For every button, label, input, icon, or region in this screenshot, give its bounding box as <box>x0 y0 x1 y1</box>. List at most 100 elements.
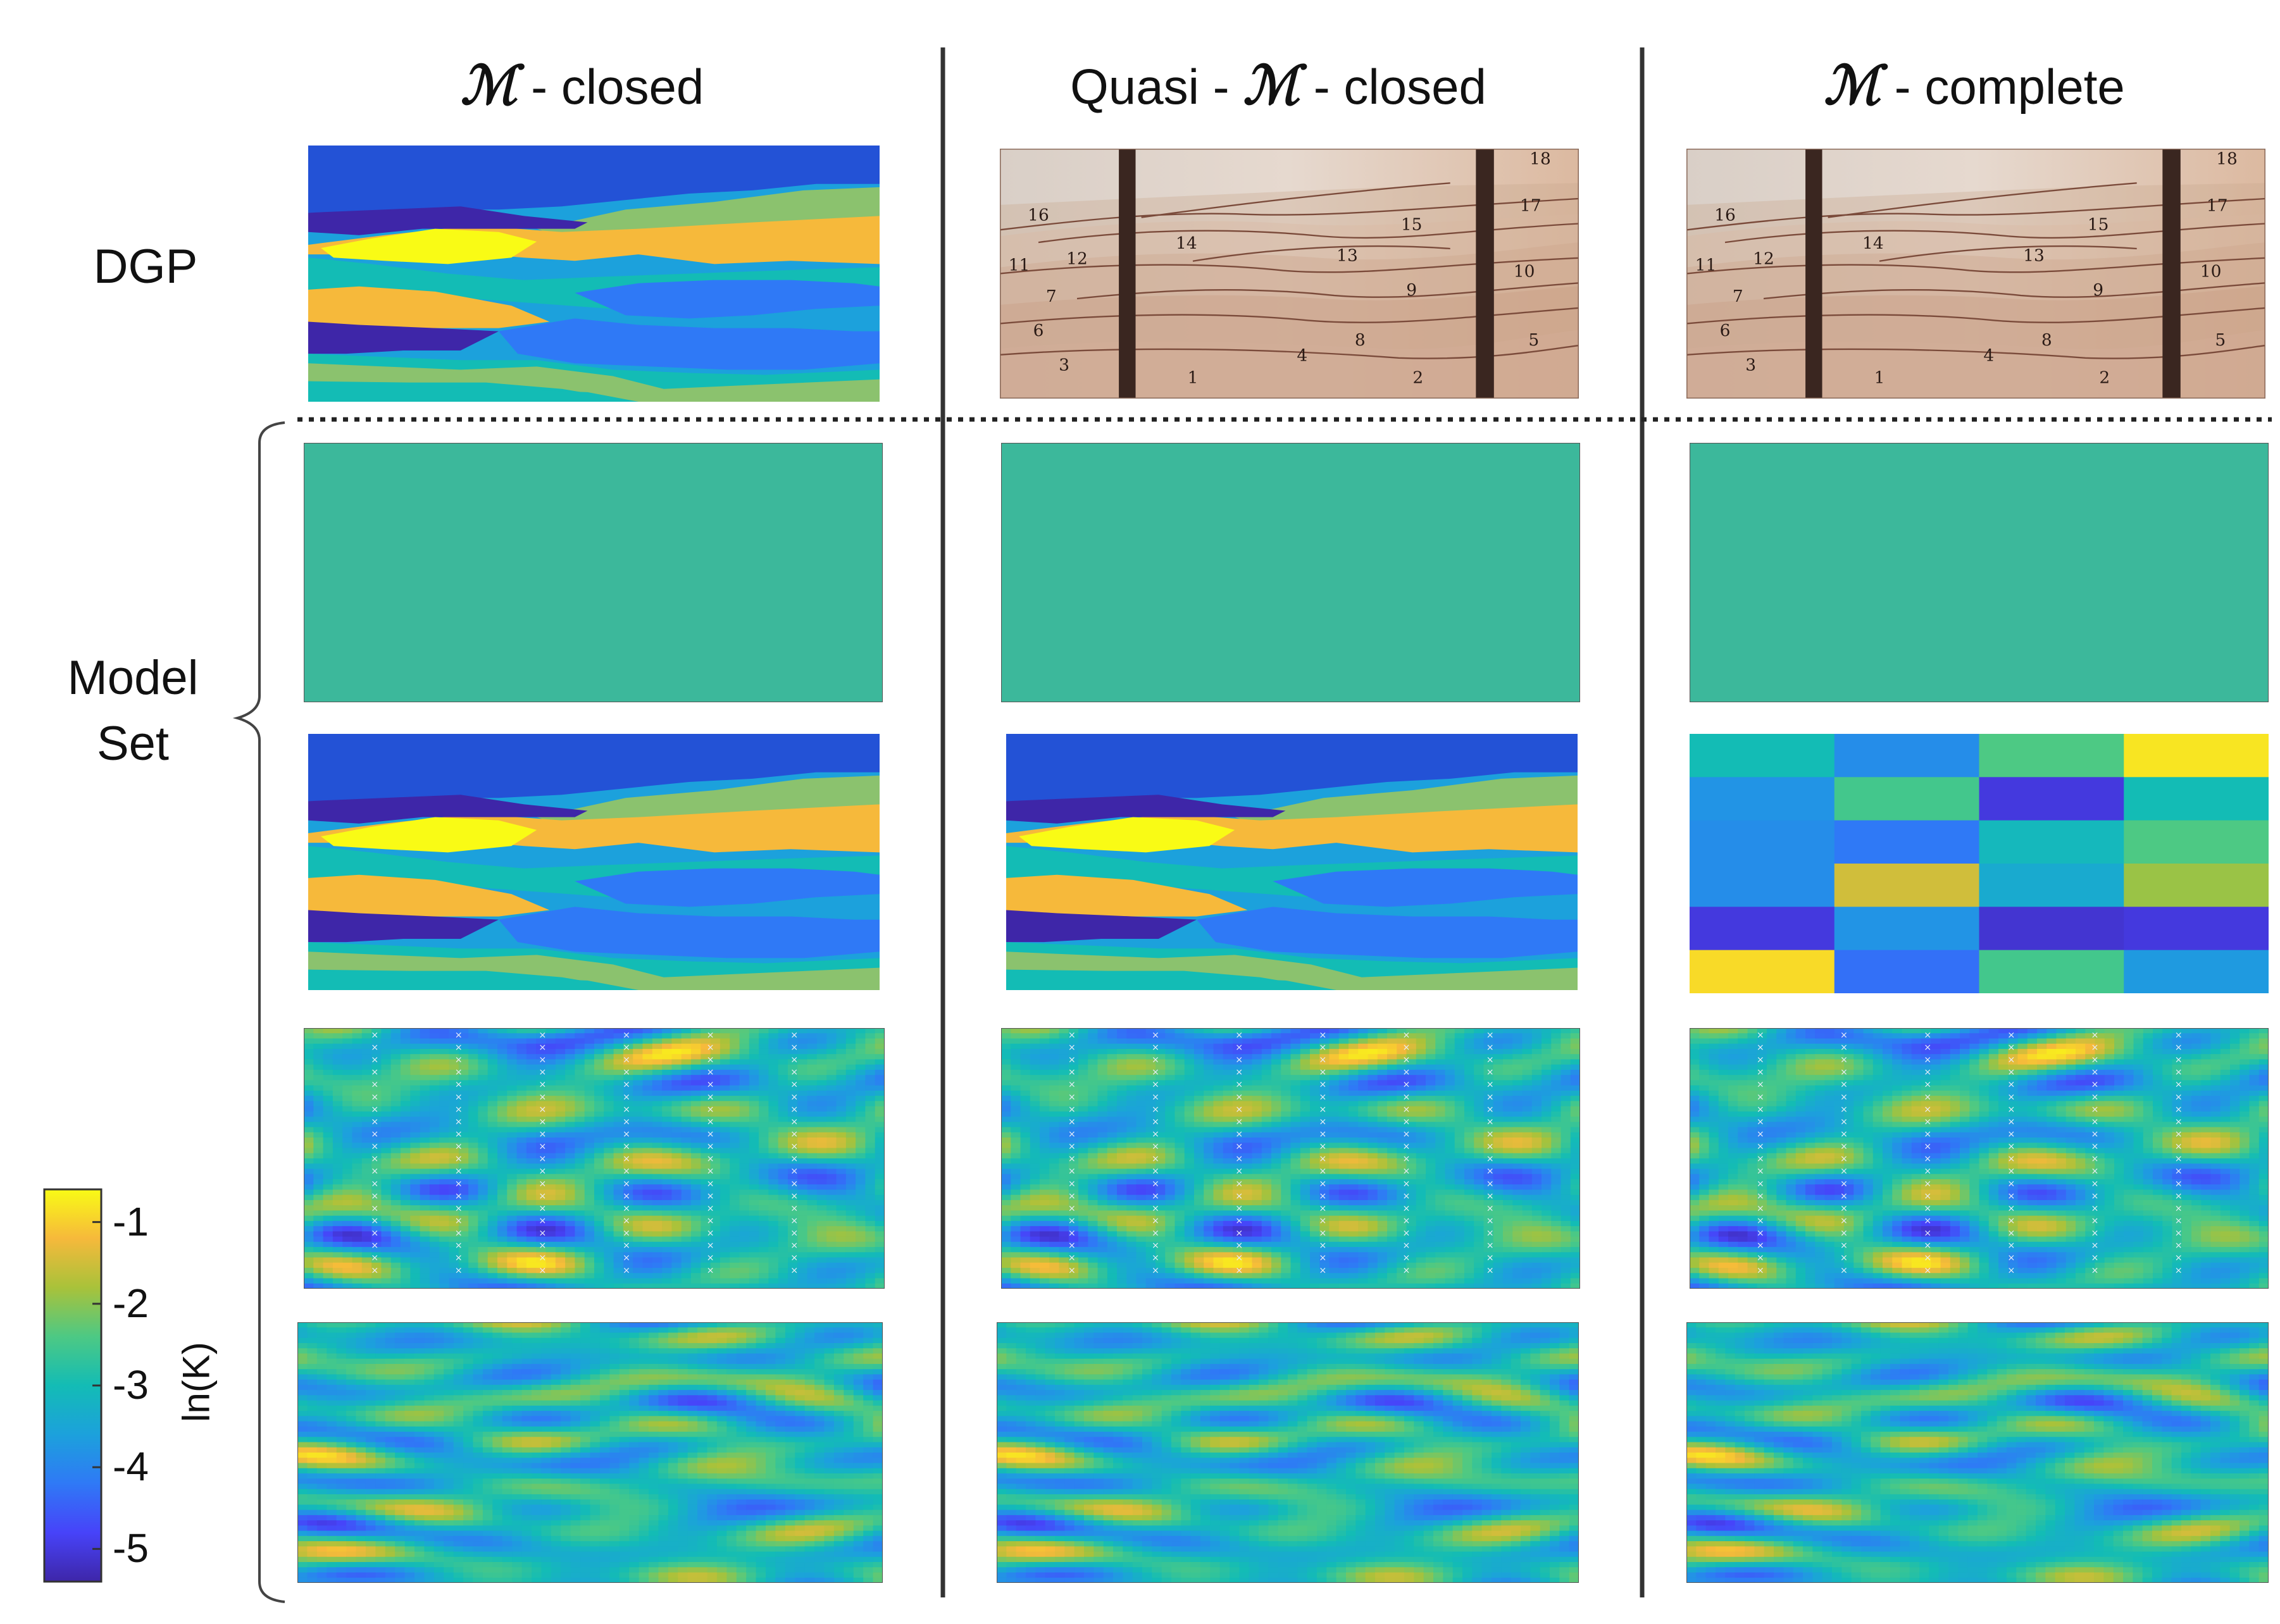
field-cell <box>1184 1111 1195 1117</box>
field-cell <box>1059 1080 1069 1086</box>
field-cell <box>662 1069 673 1075</box>
field-cell <box>739 1111 750 1117</box>
field-cell <box>1068 1075 1079 1081</box>
field-cell <box>652 1090 663 1096</box>
field-cell <box>1329 1038 1340 1044</box>
field-cell <box>807 1163 818 1170</box>
field-cell <box>749 1075 759 1081</box>
field-cell <box>845 1085 856 1091</box>
field-cell <box>1145 1168 1156 1175</box>
field-cell <box>1338 1080 1349 1086</box>
field-cell <box>1068 1069 1079 1075</box>
field-cell <box>1406 1163 1417 1170</box>
field-cell <box>565 1226 576 1232</box>
field-cell <box>1030 1038 1040 1044</box>
field-cell <box>1261 1117 1272 1122</box>
field-cell <box>516 1033 527 1039</box>
measurement-point-marker: × <box>623 1203 630 1213</box>
field-cell <box>1088 1148 1099 1154</box>
field-cell <box>1445 1028 1455 1034</box>
field-cell <box>807 1064 818 1070</box>
field-cell <box>401 1069 411 1075</box>
field-cell <box>778 1220 788 1227</box>
field-cell <box>352 1043 363 1050</box>
field-cell <box>826 1122 837 1128</box>
field-cell <box>594 1033 604 1039</box>
field-cell <box>545 1205 556 1212</box>
field-cell <box>788 1215 798 1222</box>
field-cell <box>1040 1148 1050 1154</box>
field-cell <box>439 1143 450 1149</box>
field-cell <box>691 1033 701 1039</box>
field-cell <box>332 1168 343 1175</box>
field-cell <box>1271 1101 1281 1107</box>
field-cell <box>526 1090 537 1096</box>
field-cell <box>1223 1158 1233 1164</box>
field-cell <box>652 1038 663 1044</box>
field-cell <box>633 1096 644 1101</box>
field-cell <box>875 1054 885 1060</box>
field-cell <box>1107 1069 1118 1075</box>
field-cell <box>410 1268 421 1274</box>
field-cell <box>555 1043 566 1050</box>
field-cell <box>526 1174 537 1180</box>
field-cell <box>720 1028 730 1034</box>
field-cell <box>352 1064 363 1070</box>
field-cell <box>1531 1064 1542 1070</box>
field-cell <box>478 1226 489 1232</box>
field-cell <box>865 1241 876 1248</box>
field-cell <box>352 1236 363 1243</box>
field-cell <box>875 1247 885 1253</box>
field-cell <box>633 1059 644 1065</box>
field-cell <box>681 1163 692 1170</box>
field-cell <box>1416 1038 1426 1044</box>
field-cell <box>565 1085 576 1091</box>
field-cell <box>1570 1137 1580 1143</box>
field-cell <box>332 1043 343 1050</box>
field-cell <box>468 1048 479 1055</box>
field-cell <box>1271 1038 1281 1044</box>
field-cell <box>1416 1122 1426 1128</box>
field-cell <box>1290 1080 1301 1086</box>
field-cell <box>361 1075 372 1081</box>
field-cell <box>478 1075 489 1081</box>
field-cell <box>768 1273 779 1279</box>
field-cell <box>662 1085 673 1091</box>
field-cell <box>633 1054 644 1060</box>
field-cell <box>1474 1106 1485 1112</box>
field-cell <box>1204 1069 1214 1075</box>
field-cell <box>401 1252 411 1258</box>
zonal-facies-1 <box>1235 775 1578 830</box>
field-cell <box>1464 1111 1474 1117</box>
field-cell <box>710 1210 721 1217</box>
field-cell <box>507 1090 518 1096</box>
field-cell <box>478 1273 489 1279</box>
field-cell <box>681 1268 692 1274</box>
field-cell <box>1551 1137 1562 1143</box>
field-cell <box>768 1085 779 1091</box>
field-cell <box>739 1268 750 1274</box>
field-cell <box>545 1247 556 1253</box>
field-cell <box>1416 1117 1426 1122</box>
field-cell <box>1560 1137 1571 1143</box>
field-cell <box>1242 1059 1253 1065</box>
field-cell <box>856 1241 866 1248</box>
field-cell <box>1088 1117 1099 1122</box>
field-cell <box>1174 1048 1185 1055</box>
field-cell <box>1570 1090 1580 1096</box>
field-cell <box>1068 1106 1079 1112</box>
field-cell <box>1503 1148 1513 1154</box>
field-cell <box>856 1252 866 1258</box>
field-cell <box>671 1101 682 1107</box>
field-cell <box>390 1257 401 1263</box>
measurement-point-marker: × <box>371 1229 378 1239</box>
field-cell <box>1223 1132 1233 1138</box>
field-cell <box>1097 1043 1108 1050</box>
field-cell <box>381 1262 392 1268</box>
field-cell <box>865 1064 876 1070</box>
coarse-grid-cell <box>1979 864 2124 907</box>
field-cell <box>487 1189 498 1196</box>
measurement-point-marker: × <box>539 1229 546 1239</box>
sandbox-zone-number: 7 <box>1733 287 1743 306</box>
field-cell <box>1570 1085 1580 1091</box>
